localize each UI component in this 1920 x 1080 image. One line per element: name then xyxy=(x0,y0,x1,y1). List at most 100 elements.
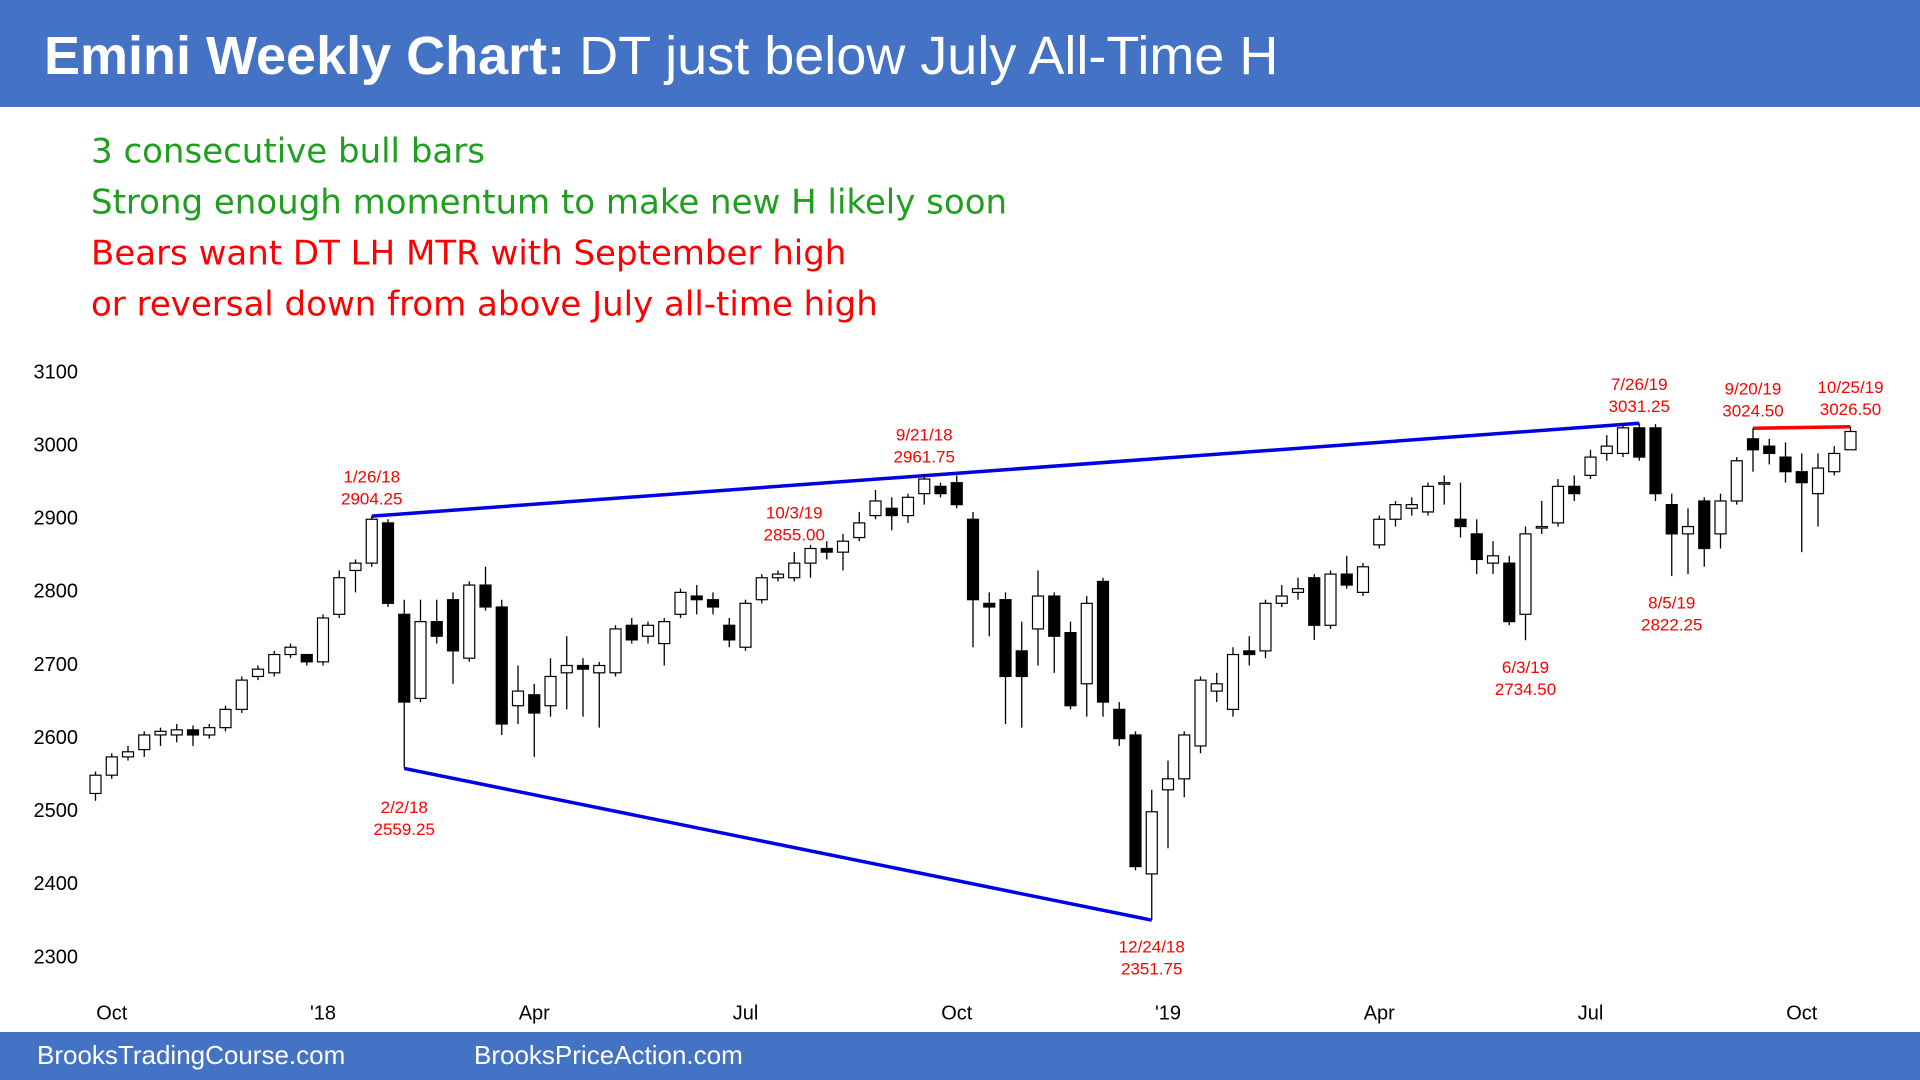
x-tick-label: Apr xyxy=(1364,1002,1395,1024)
annotation-value: 3026.50 xyxy=(1820,400,1881,419)
candle-body xyxy=(430,621,443,637)
candle-body xyxy=(885,507,898,517)
candle-body xyxy=(251,668,265,678)
candle-body xyxy=(414,621,427,700)
candle-body xyxy=(934,485,947,495)
candle-body xyxy=(316,617,330,663)
annotation-date: 8/5/19 xyxy=(1648,594,1695,613)
candle-body xyxy=(576,664,590,670)
candle-body xyxy=(528,694,541,714)
candle-body xyxy=(1584,456,1597,476)
annotation-value: 2855.00 xyxy=(764,526,825,545)
x-tick-label: Oct xyxy=(1786,1002,1818,1024)
y-tick-label: 3100 xyxy=(34,361,79,383)
candle-body xyxy=(203,727,216,736)
candle-body xyxy=(544,675,557,707)
candle-body xyxy=(1438,482,1451,485)
candle-body xyxy=(1113,708,1126,740)
x-tick-label: '18 xyxy=(310,1002,336,1024)
annotation-value: 3024.50 xyxy=(1722,402,1783,421)
candle-body xyxy=(284,646,297,656)
trend-line xyxy=(1752,424,1851,430)
candle-body xyxy=(820,547,833,553)
candle-body xyxy=(918,478,931,495)
annotation-date: 6/3/19 xyxy=(1502,658,1549,677)
annotation-value: 2961.75 xyxy=(894,448,955,467)
y-tick-label: 2600 xyxy=(34,727,79,749)
annotation-value: 2351.75 xyxy=(1121,960,1182,979)
candle-body xyxy=(1649,427,1662,495)
candle-body xyxy=(658,621,671,645)
note: Bears want DT LH MTR with September high xyxy=(91,234,846,274)
candle-body xyxy=(641,624,655,637)
candle-body xyxy=(1454,518,1467,528)
candle-body xyxy=(1746,438,1760,451)
candle-body xyxy=(1194,679,1207,747)
candle-body xyxy=(1405,504,1418,509)
candle-body xyxy=(170,729,183,736)
footer-band xyxy=(0,1032,1920,1080)
candle-body xyxy=(479,584,492,608)
y-tick-label: 3000 xyxy=(34,434,79,456)
footer-text: BrooksPriceAction.com xyxy=(474,1040,743,1070)
candle-body xyxy=(593,664,606,674)
candle-body xyxy=(154,730,167,736)
candle-body xyxy=(365,518,378,564)
candle-body xyxy=(1015,650,1028,678)
candle-body xyxy=(1145,811,1158,875)
candle-body xyxy=(1373,518,1386,546)
candle-body xyxy=(1210,683,1223,692)
annotation-value: 2822.25 xyxy=(1641,616,1702,635)
candle-body xyxy=(333,577,346,615)
candle-body xyxy=(560,664,573,674)
candle-body xyxy=(463,584,476,659)
annotation-value: 2734.50 xyxy=(1495,680,1556,699)
candle-body xyxy=(690,595,703,601)
candle-body xyxy=(609,628,622,674)
candle-body xyxy=(1779,456,1792,473)
candle-body xyxy=(495,606,508,725)
candle-body xyxy=(788,562,801,579)
header-band xyxy=(0,0,1920,107)
candle-body xyxy=(966,518,980,601)
x-tick-label: Apr xyxy=(519,1002,550,1024)
candle-body xyxy=(1226,653,1240,710)
candle-body xyxy=(853,522,866,539)
candle-body xyxy=(121,751,135,758)
candle-body xyxy=(1340,573,1353,586)
trend-line xyxy=(403,766,1153,922)
x-tick-label: Oct xyxy=(941,1002,973,1024)
candle-body xyxy=(89,774,102,795)
chart-title: Emini Weekly Chart: DT just below July Al… xyxy=(44,26,1278,86)
candle-body xyxy=(1795,471,1808,484)
x-tick-label: '19 xyxy=(1155,1002,1181,1024)
candle-body xyxy=(1698,500,1711,550)
candle-body xyxy=(1616,427,1630,455)
candle-body xyxy=(1633,427,1646,458)
candle-body xyxy=(1535,525,1548,529)
candle-body xyxy=(398,613,411,703)
annotation-date: 9/20/19 xyxy=(1725,380,1782,399)
candle-body xyxy=(1503,562,1516,623)
x-tick-label: Jul xyxy=(733,1002,759,1024)
candle-body xyxy=(105,756,118,776)
candle-body xyxy=(1844,430,1857,451)
candle-body xyxy=(1763,445,1776,455)
annotation-date: 9/21/18 xyxy=(896,426,953,445)
candle-body xyxy=(1600,445,1613,455)
candle-body xyxy=(300,653,313,663)
y-tick-label: 2900 xyxy=(34,508,79,530)
candle-body xyxy=(1828,452,1841,473)
candle-body xyxy=(950,482,963,506)
candle-body xyxy=(1080,602,1093,685)
candle-body xyxy=(186,729,200,736)
candle-body xyxy=(901,496,915,517)
candle-body xyxy=(999,599,1012,678)
candle-body xyxy=(235,679,248,710)
candle-body xyxy=(1048,595,1061,637)
candle-body xyxy=(1096,580,1110,703)
y-tick-label: 2800 xyxy=(34,581,79,603)
title-sub: DT just below July All-Time H xyxy=(579,26,1278,86)
candle-body xyxy=(771,573,785,579)
